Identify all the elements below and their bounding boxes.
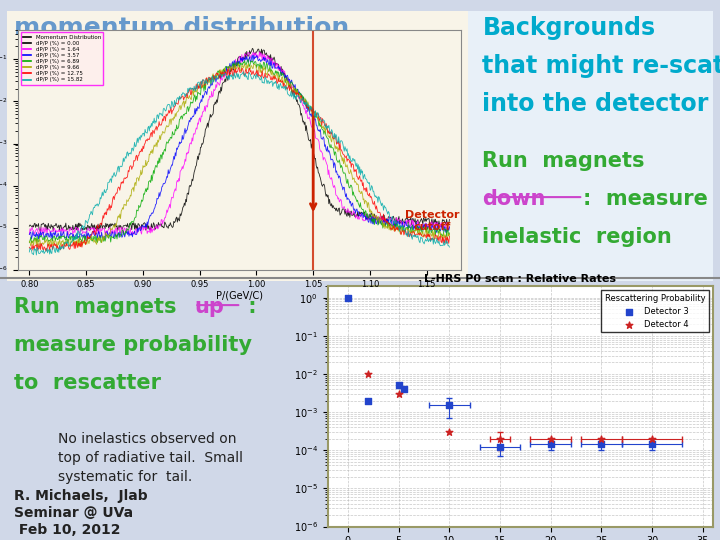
Text: :: :: [241, 297, 257, 317]
Detector 4: [362, 370, 374, 379]
Text: :  measure: : measure: [583, 189, 708, 209]
Detector 3: [398, 385, 410, 394]
Title: L-HRS P0 scan : Relative Rates: L-HRS P0 scan : Relative Rates: [424, 274, 616, 284]
Detector 4: [494, 434, 505, 443]
X-axis label: P/(GeV/C): P/(GeV/C): [216, 290, 263, 300]
Detector 4: [647, 434, 658, 443]
Text: Detector
cutoff: Detector cutoff: [405, 210, 459, 232]
Text: R. Michaels,  Jlab: R. Michaels, Jlab: [14, 489, 148, 503]
Text: that might re-scatter: that might re-scatter: [482, 54, 720, 78]
Bar: [7, 11, 468, 281]
Text: to  rescatter: to rescatter: [14, 373, 161, 393]
Text: Feb 10, 2012: Feb 10, 2012: [14, 523, 121, 537]
Text: into the detector  ?: into the detector ?: [482, 92, 720, 116]
Detector 4: [545, 434, 557, 443]
Detector 3: [647, 439, 658, 448]
Text: top of radiative tail.  Small: top of radiative tail. Small: [58, 451, 243, 465]
Detector 3: [393, 381, 405, 390]
Text: down: down: [482, 189, 546, 209]
Text: Backgrounds: Backgrounds: [482, 16, 655, 40]
Bar: [468, 11, 713, 281]
Text: up: up: [194, 297, 224, 317]
Text: systematic for  tail.: systematic for tail.: [58, 470, 192, 484]
Text: measure probability: measure probability: [14, 335, 253, 355]
Detector 3: [494, 443, 505, 451]
Text: inelastic  region: inelastic region: [482, 227, 672, 247]
Detector 3: [362, 396, 374, 405]
Legend: Momentum Distribution, dP/P (%) = 0.00, dP/P (%) = 1.64, dP/P (%) = 3.57, dP/P (: Momentum Distribution, dP/P (%) = 0.00, …: [21, 32, 103, 85]
Text: Run  magnets: Run magnets: [14, 297, 184, 317]
Detector 4: [393, 389, 405, 398]
Legend: Detector 3, Detector 4: Detector 3, Detector 4: [601, 291, 708, 332]
Detector 3: [595, 439, 607, 448]
Text: Run  magnets: Run magnets: [482, 151, 645, 171]
Text: momentum distribution: momentum distribution: [14, 16, 350, 40]
Detector 3: [444, 401, 455, 410]
Detector 4: [595, 434, 607, 443]
Detector 3: [342, 293, 354, 302]
Text: No inelastics observed on: No inelastics observed on: [58, 432, 236, 446]
Text: Seminar @ UVa: Seminar @ UVa: [14, 506, 133, 520]
Detector 3: [545, 439, 557, 448]
Detector 4: [444, 428, 455, 436]
